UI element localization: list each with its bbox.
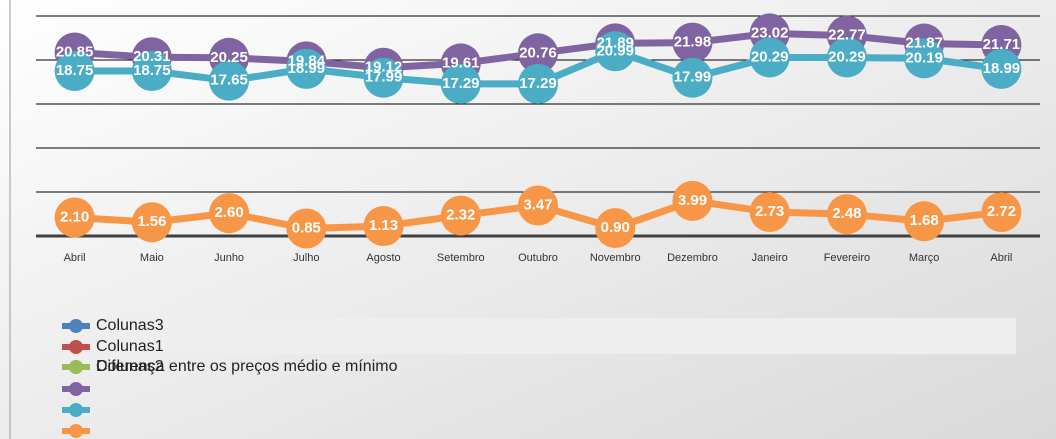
data-label: 2.60 [214,204,243,221]
data-label: 18.75 [56,62,94,79]
data-label: 20.29 [828,48,866,65]
marker [440,63,481,104]
marker [672,57,713,98]
data-label: 2.73 [755,203,784,220]
x-tick-label: Abril [64,252,86,264]
data-label: 17.29 [519,75,557,92]
data-label: 17.65 [210,72,248,89]
legend-marker [69,403,83,417]
x-tick-label: Setembro [437,252,485,264]
legend-box [90,318,1016,354]
data-label: 20.31 [133,48,171,65]
data-label: 21.71 [983,36,1021,53]
x-tick-label: Novembro [590,252,641,264]
legend-marker [69,382,83,396]
data-label: 21.87 [905,35,943,52]
x-tick-label: Maio [140,252,164,264]
marker [518,33,558,74]
legend-label: Colunas1 [96,338,164,355]
x-tick-label: Março [909,252,940,264]
data-label: 17.99 [674,69,712,86]
marker [363,206,404,247]
data-label: 20.85 [56,43,94,60]
marker [518,185,558,226]
legend-marker [69,360,83,374]
legend-label: Diferença entre os preços médio e mínimo [96,358,398,375]
data-label: 23.02 [751,24,789,41]
marker [131,202,172,243]
data-label: 17.99 [365,69,403,86]
data-label: 18.75 [133,62,171,79]
data-label: 2.48 [832,205,861,222]
data-label: 0.85 [292,219,321,236]
data-label: 2.32 [446,207,475,224]
marker [826,37,867,78]
legend-label: Colunas3 [96,317,164,334]
marker [981,192,1022,233]
data-label: 20.19 [905,49,943,66]
marker [131,51,172,91]
data-label: 17.29 [442,75,480,92]
marker [904,38,945,79]
x-tick-label: Dezembro [667,252,718,264]
data-label: 20.29 [751,48,789,65]
marker [595,208,636,249]
x-tick-label: Junho [214,252,244,264]
data-label: 18.99 [288,60,326,77]
marker [440,195,481,236]
data-label: 18.99 [983,60,1021,77]
legend-marker [69,340,83,354]
marker [826,194,867,235]
x-tick-label: Outubro [518,252,558,264]
data-label: 19.12 [365,59,403,76]
data-label: 3.99 [678,192,707,209]
data-label: 21.89 [596,34,634,51]
data-label: 0.90 [601,219,630,236]
marker [749,191,790,232]
marker [981,48,1022,89]
data-label: 2.10 [60,208,89,225]
data-label: 20.25 [210,49,248,66]
legend-marker [69,424,83,438]
data-label: 21.98 [674,34,712,51]
marker [209,60,250,101]
data-label: 19.61 [442,54,480,71]
x-tick-label: Janeiro [752,252,788,264]
data-label: 1.68 [910,212,939,229]
marker [518,63,558,104]
marker [54,197,95,238]
data-label: 1.56 [137,213,166,230]
marker [286,48,327,89]
data-label: 1.13 [369,217,398,234]
x-tick-label: Agosto [366,252,400,264]
legend-label: Colunas2 [96,358,164,375]
marker [209,193,250,234]
marker [904,201,945,242]
x-tick-label: Fevereiro [824,252,870,264]
legend-marker [69,319,83,333]
data-label: 20.99 [596,42,634,59]
data-label: 22.77 [828,27,866,44]
data-label: 3.47 [523,196,552,213]
data-label: 20.76 [519,44,557,61]
data-label: 2.72 [987,203,1016,220]
marker [286,208,327,249]
marker [54,51,95,91]
marker [672,180,713,221]
data-label: 19.84 [288,52,326,69]
marker [672,22,713,63]
marker [363,57,404,98]
x-tick-label: Julho [293,252,319,264]
x-tick-label: Abril [990,252,1012,264]
marker [595,31,636,72]
marker [749,37,790,78]
